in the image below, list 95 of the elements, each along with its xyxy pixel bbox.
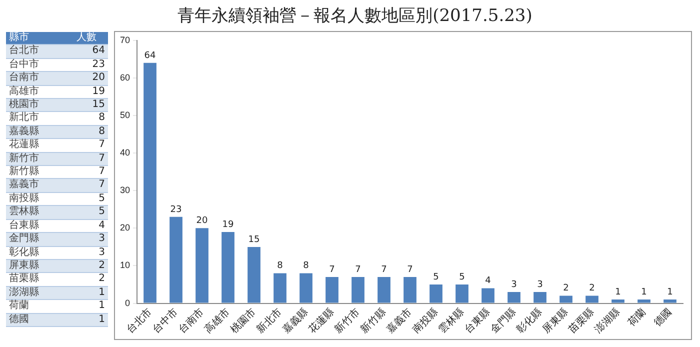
category-label: 新竹市	[6, 152, 66, 166]
data-label: 15	[65, 98, 108, 112]
data-label: 1	[65, 286, 108, 300]
bar	[248, 246, 260, 303]
y-tick-label: 60	[120, 72, 130, 82]
category-label: 金門縣	[6, 232, 66, 246]
y-tick-label: 50	[120, 110, 130, 120]
category-label: 彰化縣	[6, 246, 66, 260]
data-label: 8	[65, 125, 108, 139]
bar	[404, 277, 416, 303]
category-label: 雲林縣	[6, 206, 66, 220]
y-tick-label: 0	[124, 298, 130, 308]
category-label: 嘉義縣	[6, 125, 66, 139]
data-label: 5	[459, 272, 465, 282]
data-label: 1	[65, 313, 108, 326]
data-label: 7	[407, 264, 413, 275]
bar	[144, 62, 156, 303]
bar	[508, 292, 520, 303]
data-label: 15	[248, 234, 260, 245]
category-label: 新竹縣	[6, 166, 66, 179]
x-tick-label: 荷蘭	[625, 306, 648, 329]
category-label: 澎湖縣	[6, 286, 66, 300]
data-label: 2	[563, 284, 569, 294]
data-label: 8	[303, 261, 310, 272]
data-label: 2	[589, 284, 595, 294]
data-label: 3	[511, 280, 517, 290]
data-label: 23	[170, 204, 182, 215]
bar	[560, 296, 572, 303]
data-label: 8	[65, 112, 108, 126]
data-label: 7	[65, 166, 108, 179]
data-label: 1	[65, 300, 108, 314]
data-label: 4	[65, 219, 108, 233]
data-label: 5	[65, 192, 108, 206]
category-label: 台北市	[6, 44, 66, 58]
bar	[326, 277, 338, 303]
category-label: 台中市	[6, 58, 66, 72]
category-label: 桃園市	[6, 98, 66, 112]
y-tick-label: 20	[120, 222, 130, 233]
bar	[378, 277, 390, 303]
bar	[430, 284, 442, 303]
data-label: 7	[65, 152, 108, 166]
data-label: 7	[355, 264, 361, 275]
bar	[664, 300, 676, 303]
data-label: 5	[433, 272, 439, 282]
data-label: 64	[144, 50, 156, 61]
y-tick-label: 10	[120, 260, 130, 270]
y-tick-label: 70	[120, 34, 130, 45]
data-label: 64	[65, 44, 108, 58]
category-label: 新北市	[6, 112, 66, 126]
data-label: 5	[65, 206, 108, 220]
data-label: 20	[196, 216, 208, 226]
data-label: 4	[485, 276, 492, 286]
bar	[274, 273, 286, 303]
bar	[482, 288, 494, 303]
bar	[352, 277, 364, 303]
x-tick-label: 德國	[652, 306, 674, 329]
data-label: 1	[667, 287, 673, 298]
data-label: 19	[65, 85, 108, 99]
y-tick-label: 30	[120, 185, 130, 196]
category-label: 台東縣	[6, 219, 66, 233]
data-label: 7	[65, 138, 108, 152]
category-label: 南投縣	[6, 192, 66, 206]
category-label: 苗栗縣	[6, 272, 66, 286]
bar	[170, 216, 182, 303]
category-label: 台南市	[6, 72, 66, 86]
category-label: 花蓮縣	[6, 138, 66, 152]
chart-title: 青年永續領袖營－報名人數地區別(2017.5.23)	[176, 5, 534, 27]
data-label: 8	[277, 261, 284, 272]
data-label: 23	[65, 58, 108, 72]
bar	[586, 296, 598, 303]
bar	[196, 228, 208, 303]
bar	[638, 300, 650, 303]
bar	[300, 273, 312, 303]
y-tick-label: 40	[120, 148, 130, 158]
bar	[222, 232, 234, 303]
data-label: 2	[65, 272, 108, 286]
bar	[534, 292, 546, 303]
data-label: 2	[65, 259, 108, 273]
text: 人數	[65, 32, 108, 45]
data-label: 7	[65, 178, 108, 192]
data-label: 20	[65, 72, 108, 86]
category-label: 屏東縣	[6, 259, 66, 273]
data-label: 7	[329, 264, 335, 275]
bar	[456, 284, 468, 303]
data-label: 1	[641, 287, 647, 298]
category-label: 高雄市	[6, 85, 66, 99]
data-label: 3	[537, 280, 543, 290]
category-label: 嘉義市	[6, 178, 66, 192]
text: 縣市	[6, 32, 66, 45]
data-label: 3	[65, 232, 108, 246]
bar	[612, 300, 624, 303]
data-label: 19	[222, 220, 234, 230]
data-label: 1	[615, 287, 621, 298]
data-label: 7	[381, 264, 387, 275]
data-label: 3	[65, 246, 108, 260]
